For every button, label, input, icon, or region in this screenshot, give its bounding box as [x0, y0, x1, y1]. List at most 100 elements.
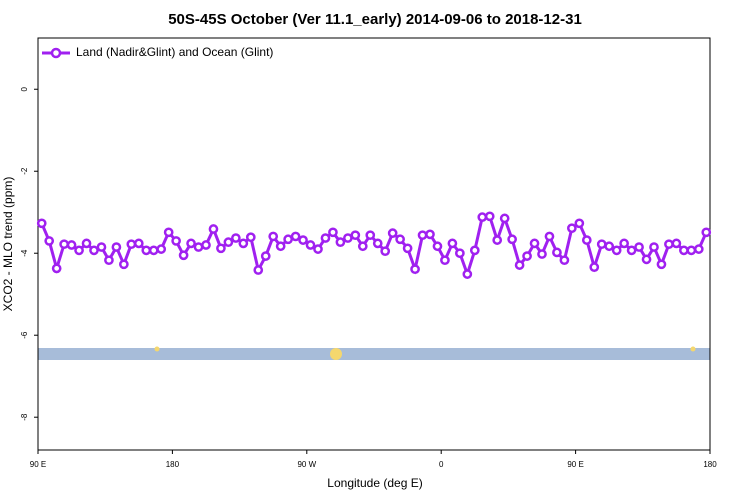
point	[178, 250, 189, 261]
land-dot	[690, 346, 696, 352]
point	[44, 236, 55, 246]
point	[455, 248, 465, 259]
point	[626, 245, 637, 256]
point	[462, 269, 473, 279]
point	[514, 260, 525, 270]
point	[74, 245, 84, 256]
x-tick-label: 180	[166, 460, 180, 469]
chart-title: 50S-45S October (Ver 11.1_early) 2014-09…	[168, 11, 582, 28]
point	[522, 251, 532, 261]
point	[245, 232, 256, 243]
point	[664, 239, 674, 250]
point	[66, 240, 77, 250]
point	[529, 238, 540, 249]
point	[686, 245, 697, 256]
point	[611, 245, 622, 256]
point	[186, 238, 196, 249]
x-tick-label: 0	[439, 460, 444, 469]
point	[447, 238, 458, 249]
point	[208, 224, 219, 234]
point	[156, 244, 167, 254]
y-tick-label: -4	[20, 249, 29, 257]
x-tick-label: 90 W	[297, 460, 316, 469]
point	[104, 255, 114, 266]
point	[544, 231, 555, 242]
point	[679, 245, 689, 256]
plot-frame	[37, 37, 711, 451]
point	[163, 227, 174, 238]
point	[619, 238, 629, 249]
y-tick-label: 0	[20, 86, 29, 91]
legend-label: Land (Nadir&Glint) and Ocean (Glint)	[76, 45, 273, 59]
point	[387, 228, 398, 238]
point	[216, 243, 226, 254]
point	[552, 247, 562, 258]
point	[649, 242, 659, 252]
point	[193, 242, 204, 252]
point	[260, 251, 271, 261]
point	[335, 237, 346, 248]
land-dot	[330, 348, 342, 360]
point	[238, 238, 249, 249]
point	[275, 241, 286, 252]
point	[320, 233, 331, 243]
point	[671, 238, 682, 249]
point	[81, 238, 92, 249]
point	[567, 223, 577, 234]
point	[59, 239, 69, 250]
point	[290, 231, 301, 242]
x-axis-label: Longitude (deg E)	[327, 476, 422, 490]
point	[350, 230, 361, 241]
point	[499, 213, 510, 224]
point	[425, 229, 435, 240]
point	[656, 259, 667, 270]
y-tick-label: -8	[20, 413, 29, 421]
point	[596, 239, 607, 250]
point	[507, 234, 517, 245]
point	[283, 234, 293, 245]
point	[417, 230, 428, 241]
y-tick-label: -6	[20, 331, 29, 339]
point	[253, 265, 264, 275]
y-tick-label: -2	[20, 167, 29, 175]
point	[231, 233, 241, 243]
point	[298, 235, 308, 245]
point	[402, 243, 413, 254]
point	[693, 244, 704, 254]
point	[141, 245, 152, 256]
point	[492, 235, 503, 245]
point	[440, 255, 450, 266]
point	[201, 240, 211, 250]
point	[119, 259, 129, 270]
point	[581, 235, 592, 245]
point	[313, 244, 323, 254]
point	[477, 212, 488, 222]
x-tick-label: 90 E	[567, 460, 583, 469]
land-dot	[154, 346, 160, 352]
x-tick-label: 90 E	[30, 460, 46, 469]
point	[36, 218, 47, 229]
y-axis-label: XCO2 - MLO trend (ppm)	[1, 177, 15, 312]
point	[395, 234, 405, 245]
legend-marker	[50, 47, 62, 59]
point	[96, 242, 107, 252]
point	[328, 227, 338, 238]
point	[268, 231, 279, 242]
point	[469, 245, 480, 256]
point	[365, 230, 376, 241]
point	[223, 237, 234, 248]
point	[537, 249, 547, 259]
point	[133, 238, 144, 249]
point	[171, 236, 181, 246]
point	[148, 245, 159, 256]
point	[484, 211, 495, 222]
land-strip	[38, 348, 710, 360]
x-tick-label: 180	[703, 460, 717, 469]
point	[89, 245, 99, 256]
point	[634, 242, 644, 252]
point	[305, 240, 316, 250]
point	[574, 218, 585, 229]
point	[410, 264, 420, 275]
point	[372, 238, 383, 249]
